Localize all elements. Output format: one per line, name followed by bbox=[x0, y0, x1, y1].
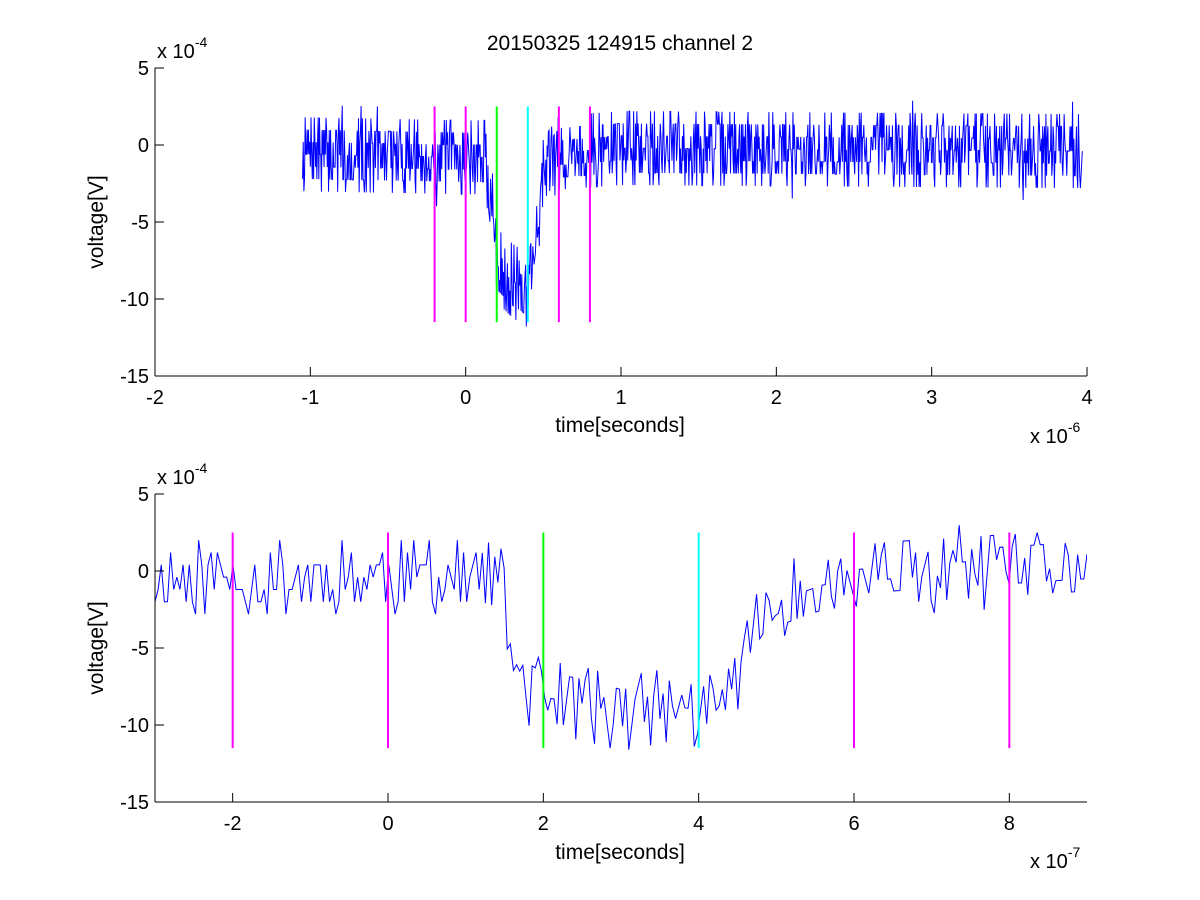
bottom-x-multiplier-base: x 10 bbox=[1030, 851, 1068, 873]
top-x-axis-label: time[seconds] bbox=[555, 414, 685, 437]
top-y-tick-label: 5 bbox=[138, 58, 149, 80]
top-y-tick-label: -10 bbox=[120, 289, 149, 311]
top-x-multiplier: x 10-6 bbox=[1030, 419, 1080, 448]
bottom-x-multiplier: x 10-7 bbox=[1030, 844, 1080, 873]
top-x-tick-label: -2 bbox=[146, 387, 164, 409]
top-plot: -2 -1 0 1 2 3 450-5-10-15time[seconds]voltage[… bbox=[85, 34, 1093, 448]
top-x-multiplier-base: x 10 bbox=[1030, 426, 1068, 448]
top-y-tick-label: 0 bbox=[138, 135, 149, 157]
bottom-signal-line bbox=[155, 525, 1087, 750]
bottom-y-tick-label: -15 bbox=[120, 792, 149, 814]
bottom-x-tick-label: 6 bbox=[848, 813, 859, 835]
top-y-tick-label: -15 bbox=[120, 366, 149, 388]
bottom-y-tick-label: -10 bbox=[120, 715, 149, 737]
top-y-tick-label: -5 bbox=[131, 212, 149, 234]
bottom-y-multiplier-base: x 10 bbox=[157, 467, 195, 489]
top-x-tick-label: 4 bbox=[1081, 387, 1092, 409]
bottom-y-multiplier-exp: -4 bbox=[195, 460, 208, 476]
top-signal-line bbox=[302, 100, 1083, 327]
bottom-y-tick-label: 5 bbox=[138, 484, 149, 506]
bottom-y-multiplier: x 10-4 bbox=[157, 460, 207, 489]
bottom-x-tick-label: 8 bbox=[1004, 813, 1015, 835]
bottom-x-tick-label: 0 bbox=[382, 813, 393, 835]
bottom-x-multiplier-exp: -7 bbox=[1068, 844, 1081, 860]
bottom-x-axis-label: time[seconds] bbox=[555, 841, 685, 864]
top-y-axis-label: voltage[V] bbox=[85, 175, 108, 268]
bottom-y-axis-label: voltage[V] bbox=[85, 601, 108, 694]
top-x-tick-label: 1 bbox=[615, 387, 626, 409]
top-x-tick-label: -1 bbox=[301, 387, 319, 409]
bottom-y-tick-label: -5 bbox=[131, 638, 149, 660]
top-y-multiplier-exp: -4 bbox=[195, 34, 208, 50]
top-x-multiplier-exp: -6 bbox=[1068, 419, 1081, 435]
bottom-x-tick-label: 2 bbox=[538, 813, 549, 835]
bottom-y-tick-label: 0 bbox=[138, 561, 149, 583]
bottom-plot: -2 0 2 4 6 8 5 0 -5 -10 -15 time[seconds] voltage[V]… bbox=[85, 460, 1087, 873]
top-x-tick-label: 2 bbox=[771, 387, 782, 409]
top-x-tick-label: 0 bbox=[460, 387, 471, 409]
top-y-multiplier: x 10-4 bbox=[157, 34, 207, 63]
figure-title: 20150325 124915 channel 2 bbox=[487, 32, 753, 55]
bottom-x-tick-label: -2 bbox=[224, 813, 242, 835]
top-y-multiplier-base: x 10 bbox=[157, 41, 195, 63]
top-x-tick-label: 3 bbox=[926, 387, 937, 409]
bottom-x-tick-label: 4 bbox=[693, 813, 704, 835]
